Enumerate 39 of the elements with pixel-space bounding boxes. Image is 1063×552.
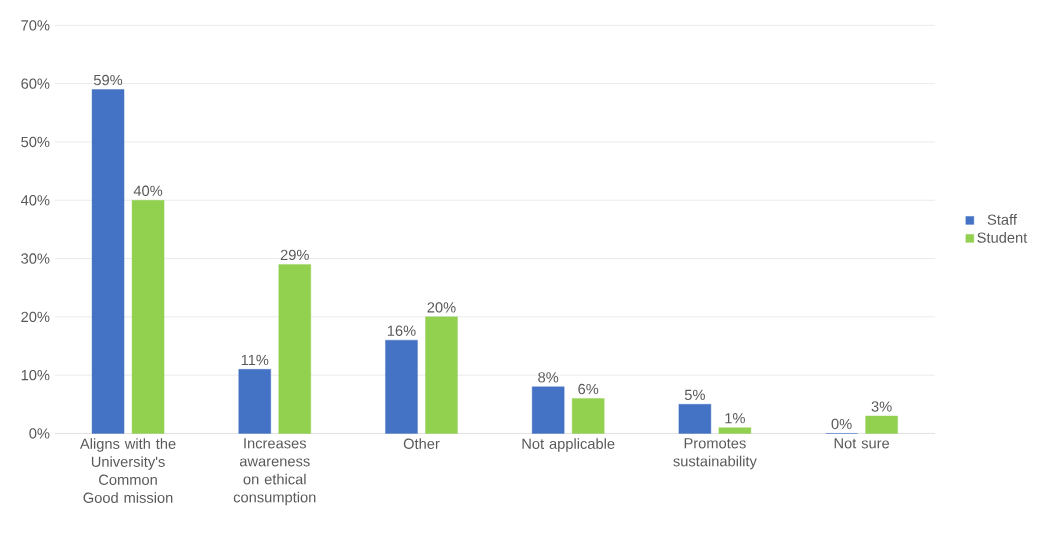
data-label: 16%: [387, 325, 416, 336]
bar: [91, 89, 125, 434]
data-label: 8%: [538, 372, 559, 383]
data-label: 6%: [578, 383, 599, 395]
y-tick-label: 0%: [29, 428, 50, 439]
bar: [718, 427, 752, 434]
bar: [531, 386, 565, 434]
bar: [425, 316, 458, 434]
x-tick-label: Increases awareness on ethical consumption: [233, 438, 316, 506]
data-label: 5%: [684, 389, 705, 400]
legend-label: Student: [977, 231, 1028, 243]
data-label: 59%: [93, 74, 123, 86]
data-label: 20%: [427, 302, 456, 313]
bar: [678, 404, 712, 434]
y-tick-label: 20%: [21, 311, 50, 322]
x-tick-label: Other: [403, 438, 440, 449]
bar: [865, 415, 898, 434]
y-tick-label: 50%: [21, 136, 50, 148]
data-label: 40%: [133, 185, 163, 196]
bar: [385, 339, 418, 434]
y-tick-label: 40%: [20, 194, 50, 206]
y-tick-label: 30%: [21, 253, 50, 264]
x-tick-label: Not sure: [834, 438, 890, 449]
x-tick-label: Not applicable: [522, 438, 615, 452]
bar: [131, 199, 165, 434]
data-label: 0%: [831, 418, 852, 430]
data-label: 3%: [871, 401, 892, 412]
legend-label: Staff: [987, 214, 1017, 225]
x-tick-label: Promotes sustainability: [673, 438, 757, 470]
x-tick-label: Aligns with the University's Common Good mission: [79, 438, 176, 503]
data-label: 11%: [241, 354, 269, 365]
bar: [571, 398, 605, 434]
bar: [278, 264, 311, 434]
data-label: 1%: [725, 413, 745, 424]
y-tick-label: 60%: [21, 78, 50, 89]
bar: [238, 369, 271, 434]
data-label: 29%: [280, 249, 309, 261]
y-tick-label: 10%: [21, 369, 50, 381]
y-tick-label: 70%: [21, 20, 50, 31]
